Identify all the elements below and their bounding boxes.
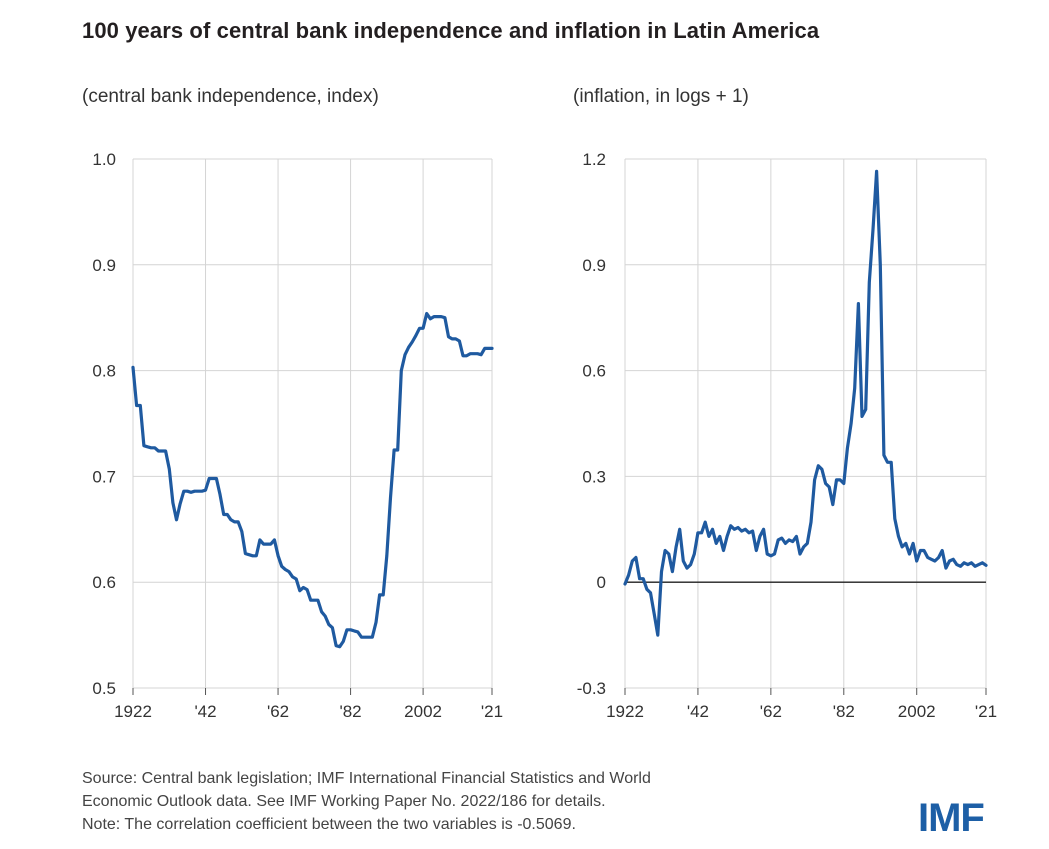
cbi-ytick-label: 0.7: [92, 467, 116, 486]
left-chart-subtitle: (central bank independence, index): [82, 86, 379, 107]
cbi-series-line: [131, 311, 494, 649]
inflation-ytick-label: 1.2: [582, 150, 606, 169]
cbi-xtick-label: '82: [339, 702, 361, 721]
inflation-xtick-label: '62: [760, 702, 782, 721]
inflation-ytick-label: -0.3: [577, 679, 606, 698]
inflation-xtick-label: '42: [687, 702, 709, 721]
inflation-xtick-label: 2002: [898, 702, 936, 721]
right-chart-subtitle: (inflation, in logs + 1): [573, 86, 749, 107]
cbi-xtick-label: 1922: [114, 702, 152, 721]
inflation-ytick-label: 0.6: [582, 362, 606, 381]
cbi-ytick-label: 1.0: [92, 150, 116, 169]
cbi-xtick-label: 2002: [404, 702, 442, 721]
cbi-ytick-label: 0.9: [92, 256, 116, 275]
imf-logo: IMF: [918, 796, 985, 840]
cbi-ytick-label: 0.6: [92, 573, 116, 592]
inflation-xtick-label: '82: [833, 702, 855, 721]
inflation-ytick-label: 0.3: [582, 467, 606, 486]
right-panel-inflation: -0.3 0 0.3 0.6 0.9 1.2 1922 '42 '62 '82 2002 '21: [577, 150, 997, 721]
source-note: Source: Central bank legislation; IMF In…: [82, 767, 651, 836]
cbi-ytick-label: 0.5: [92, 679, 116, 698]
cbi-xtick-label: '21: [481, 702, 503, 721]
source-line-1: Source: Central bank legislation; IMF In…: [82, 770, 651, 787]
cbi-xtick-label: '42: [194, 702, 216, 721]
inflation-series-line: [623, 169, 988, 637]
cbi-xtick-label: '62: [267, 702, 289, 721]
inflation-ytick-label: 0.9: [582, 256, 606, 275]
inflation-ytick-label: 0: [597, 573, 606, 592]
source-line-3: Note: The correlation coefficient betwee…: [82, 816, 576, 833]
cbi-ytick-label: 0.8: [92, 362, 116, 381]
left-panel-cbi: 0.5 0.6 0.7 0.8 0.9 1.0 1922 '42 '62 '82 2002 '21: [92, 150, 503, 721]
chart-title: 100 years of central bank independence a…: [82, 18, 820, 43]
inflation-xtick-label: '21: [975, 702, 997, 721]
inflation-xtick-label: 1922: [606, 702, 644, 721]
source-line-2: Economic Outlook data. See IMF Working P…: [82, 793, 606, 810]
